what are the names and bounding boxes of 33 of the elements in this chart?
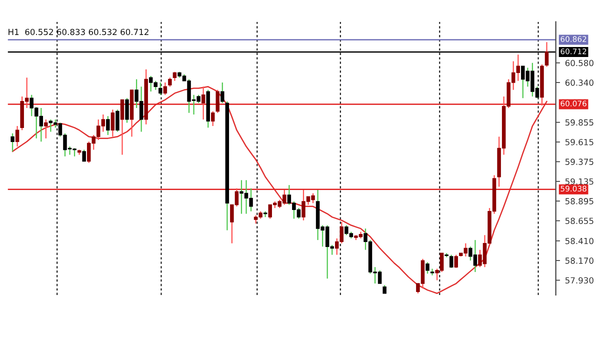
y-tick-label: 58.410 [565,238,594,244]
candlestick [430,268,434,276]
candlestick [82,149,86,162]
candlestick [106,116,110,136]
candlestick [210,110,215,127]
candlestick [201,86,206,120]
y-tick-label: 60.340 [565,80,594,86]
candlestick [10,132,14,152]
candlestick [110,109,115,138]
candlestick [454,254,458,268]
y-tick-label: 59.375 [565,158,594,165]
candlestick [426,262,430,274]
candlestick [544,42,549,68]
candlestick [216,89,220,114]
y-tick-label: 59.135 [565,178,594,185]
text: H1 60.552 60.833 60.532 60.712 [8,28,148,36]
y-tick-label: 59.615 [565,138,594,146]
y-tick-label: 59.855 [565,119,594,126]
candlestick [125,98,129,124]
y-tick-label: 58.170 [565,258,594,264]
y-tick-label: 60.580 [565,60,594,66]
candlestick [220,82,224,104]
y-tick-label: 57.930 [565,277,594,284]
y-tick-label: 58.655 [565,218,594,224]
candlestick [168,77,172,88]
candlestick [44,118,48,139]
candlestick [449,254,454,268]
candlestick [116,109,120,132]
candlestick [163,82,168,96]
candlestick [172,71,177,82]
candlestick [15,125,20,148]
y-tick-label: 58.895 [565,198,594,204]
candlestick [120,99,124,156]
